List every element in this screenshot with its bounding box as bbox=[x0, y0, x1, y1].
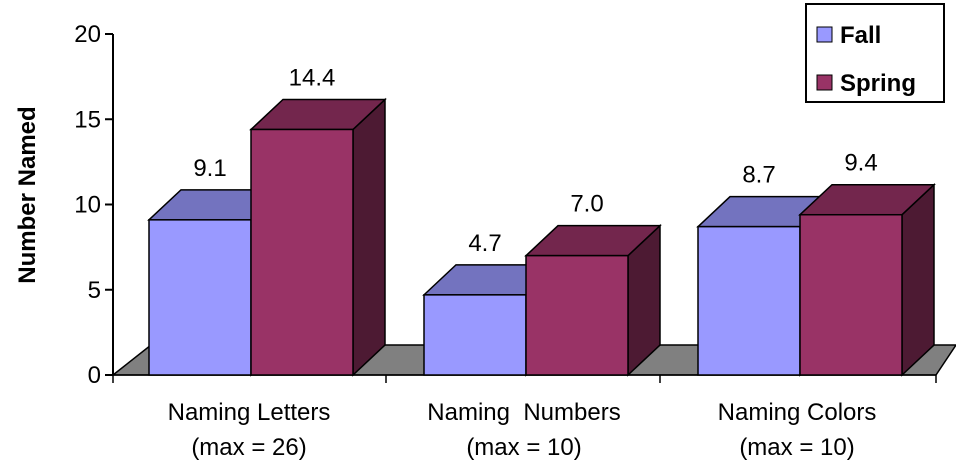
y-tick-label: 15 bbox=[74, 106, 101, 133]
bar-front-face bbox=[250, 128, 354, 376]
bar-front-face bbox=[697, 225, 801, 376]
y-tick-label: 5 bbox=[88, 277, 101, 304]
data-labels: 9.1 14.4 4.7 7.0 8.7 9.4 bbox=[193, 64, 877, 256]
category-name: Naming Numbers bbox=[427, 399, 620, 426]
category-name: Naming Colors bbox=[718, 399, 877, 426]
category-max: (max = 10) bbox=[466, 434, 581, 461]
y-axis-title: Number Named bbox=[14, 106, 41, 283]
bar-front-face bbox=[525, 254, 629, 376]
bar-spring-3 bbox=[798, 182, 936, 377]
data-label-fall-2: 4.7 bbox=[468, 230, 501, 257]
legend-label-spring: Spring bbox=[840, 70, 916, 97]
legend: Fall Spring bbox=[805, 3, 945, 103]
data-label-spring-2: 7.0 bbox=[570, 191, 603, 218]
bar-front-face bbox=[799, 213, 903, 376]
category-label-2: Naming Numbers (max = 10) bbox=[427, 399, 620, 461]
bar-front-face bbox=[148, 219, 252, 376]
data-label-spring-3: 9.4 bbox=[844, 150, 877, 177]
bar-spring-1 bbox=[249, 97, 387, 377]
category-max: (max = 26) bbox=[191, 434, 306, 461]
category-max: (max = 10) bbox=[739, 434, 854, 461]
bar-spring-2 bbox=[524, 223, 662, 377]
data-label-fall-1: 9.1 bbox=[193, 155, 226, 182]
y-tick-label: 10 bbox=[74, 192, 101, 219]
y-tick-label: 0 bbox=[88, 362, 101, 389]
y-tick-label: 20 bbox=[74, 21, 101, 48]
legend-swatch-fall bbox=[816, 26, 833, 43]
bar-side-face bbox=[901, 182, 935, 377]
legend-label-fall: Fall bbox=[840, 22, 881, 49]
category-label-1: Naming Letters (max = 26) bbox=[168, 399, 331, 461]
category-name: Naming Letters bbox=[168, 399, 331, 426]
bar-front-face bbox=[423, 294, 527, 376]
data-label-fall-3: 8.7 bbox=[742, 162, 775, 189]
data-label-spring-1: 14.4 bbox=[289, 64, 336, 91]
bar-group bbox=[147, 97, 936, 377]
category-label-3: Naming Colors (max = 10) bbox=[718, 399, 877, 461]
bar-side-face bbox=[352, 97, 386, 377]
legend-swatch-spring bbox=[816, 74, 833, 91]
x-axis-labels: Naming Letters (max = 26) Naming Numbers (m… bbox=[168, 399, 877, 461]
